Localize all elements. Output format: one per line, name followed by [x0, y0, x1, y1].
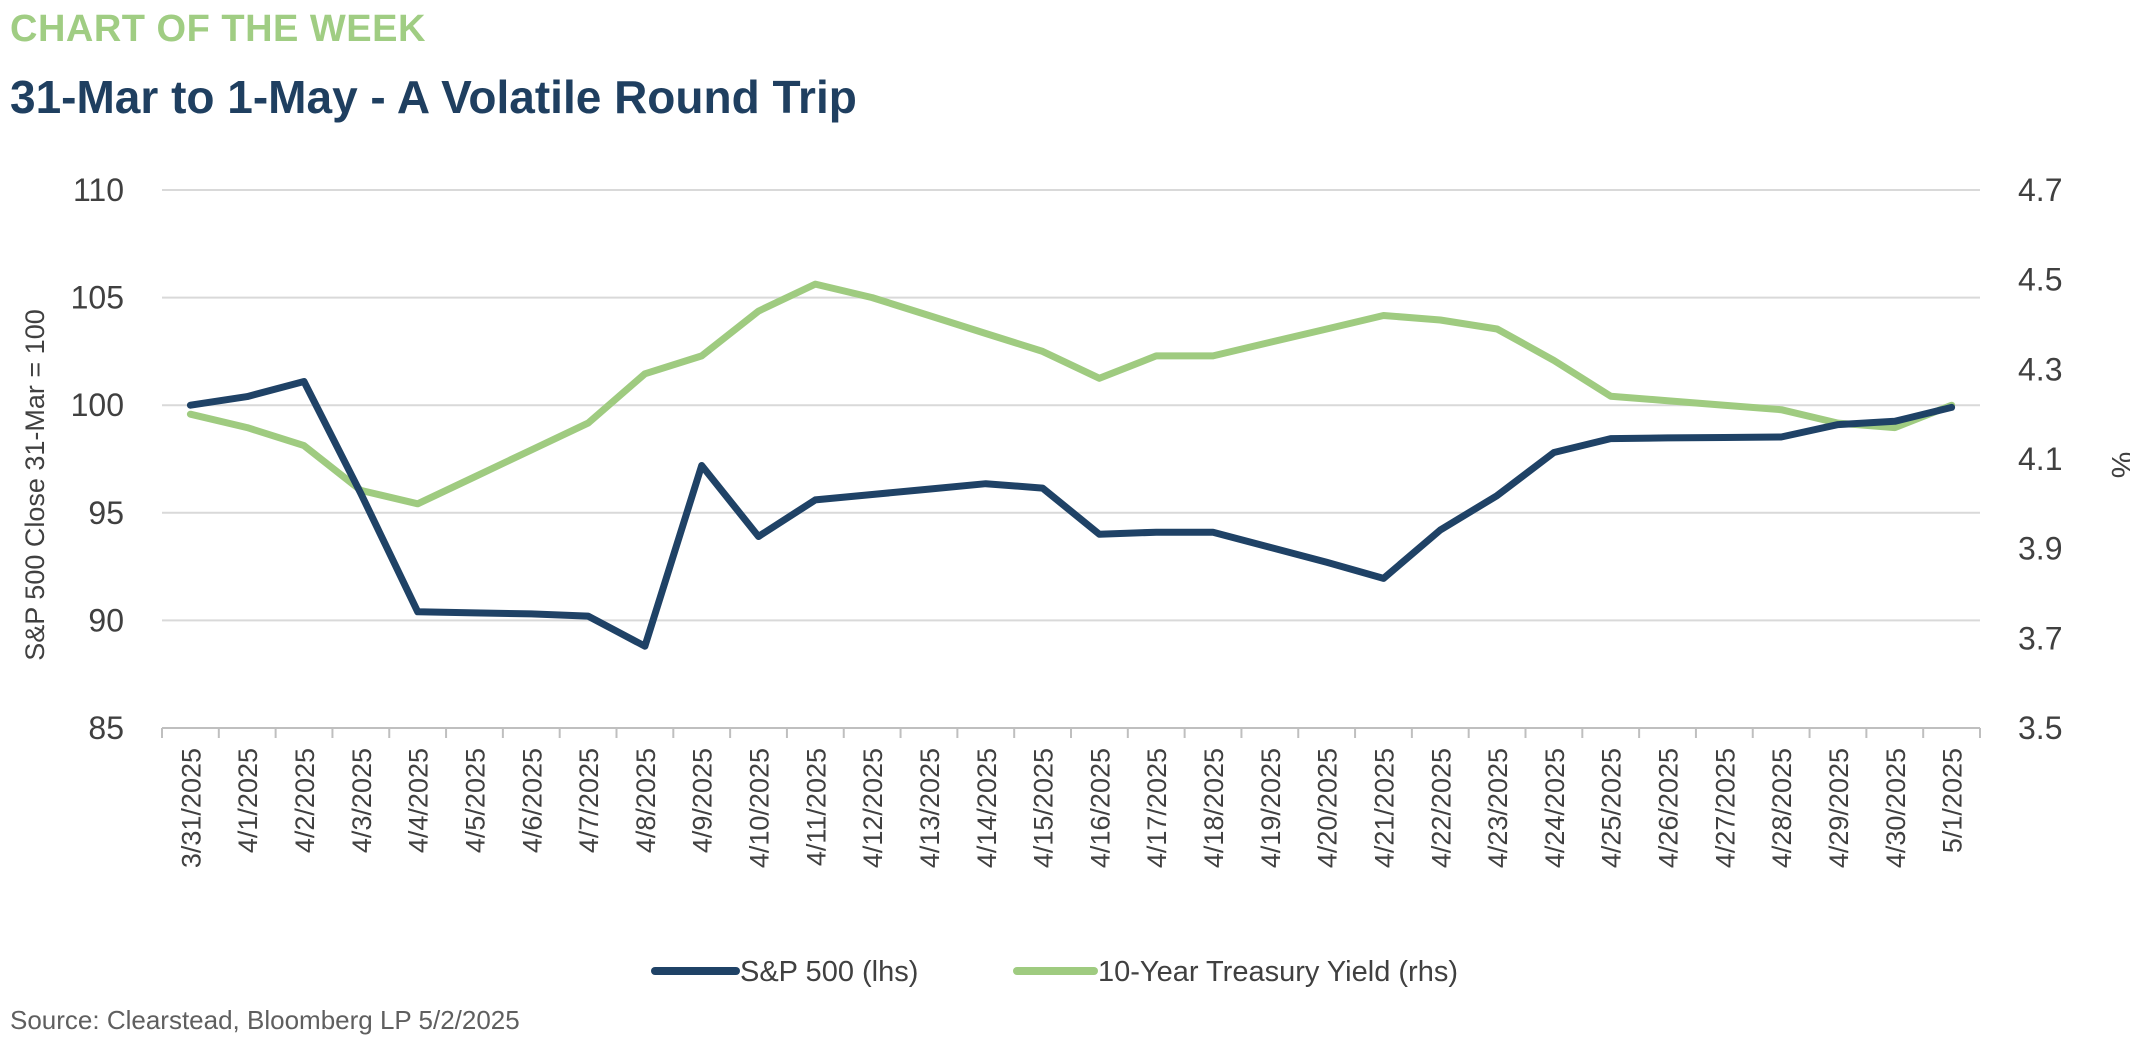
x-tick-label: 4/5/2025: [460, 748, 490, 853]
x-tick-label: 4/1/2025: [233, 748, 263, 853]
x-tick-label: 3/31/2025: [176, 748, 206, 868]
x-tick-label: 4/25/2025: [1597, 748, 1627, 868]
x-tick-label: 4/23/2025: [1483, 748, 1513, 868]
x-tick-label: 4/12/2025: [858, 748, 888, 868]
series-line-sp500: [186, 378, 1956, 650]
left-axis-ticks: 85 90 95 100 105 110: [71, 172, 124, 746]
x-tick-label: 4/16/2025: [1085, 748, 1115, 868]
legend-label-sp500: S&P 500 (lhs): [740, 956, 918, 988]
x-tick-label: 4/7/2025: [574, 748, 604, 853]
right-tick-label: 3.9: [2018, 531, 2062, 567]
x-tick-label: 4/27/2025: [1710, 748, 1740, 868]
legend-label-treasury: 10-Year Treasury Yield (rhs): [1098, 956, 1458, 988]
x-tick-label: 4/17/2025: [1142, 748, 1172, 868]
x-tick-label: 4/14/2025: [972, 748, 1002, 868]
x-tick-label: 4/28/2025: [1767, 748, 1797, 868]
x-tick-label: 4/29/2025: [1824, 748, 1854, 868]
chart-area: 85 90 95 100 105 110 3.5 3.7 3.9 4.1 4.3 4.5 4.7 3/…: [20, 172, 2130, 988]
left-tick-label: 95: [88, 495, 124, 531]
right-tick-label: 4.5: [2018, 262, 2062, 298]
right-tick-label: 3.5: [2018, 710, 2062, 746]
x-tick-label: 4/2/2025: [290, 748, 320, 853]
x-tick-label: 4/8/2025: [631, 748, 661, 853]
left-tick-label: 90: [88, 602, 124, 638]
series-lines: [186, 280, 1956, 650]
left-axis-label: S&P 500 Close 31-Mar = 100: [20, 309, 50, 660]
right-axis-ticks: 3.5 3.7 3.9 4.1 4.3 4.5 4.7: [2018, 172, 2062, 746]
x-tick-label: 4/6/2025: [517, 748, 547, 853]
right-tick-label: 4.7: [2018, 172, 2062, 208]
x-axis-ticks: 3/31/2025 4/1/2025 4/2/2025 4/3/2025 4/4/202…: [161, 728, 1981, 868]
x-tick-label: 4/13/2025: [915, 748, 945, 868]
x-tick-label: 5/1/2025: [1938, 748, 1968, 853]
left-tick-label: 110: [73, 172, 124, 208]
series-line-treasury: [186, 280, 1956, 508]
source-note: Source: Clearstead, Bloomberg LP 5/2/202…: [10, 1005, 520, 1035]
x-tick-label: 4/15/2025: [1029, 748, 1059, 868]
x-tick-label: 4/19/2025: [1256, 748, 1286, 868]
x-tick-label: 4/30/2025: [1881, 748, 1911, 868]
chart-kicker: CHART OF THE WEEK: [10, 8, 426, 50]
x-tick-label: 4/26/2025: [1654, 748, 1684, 868]
right-tick-label: 4.3: [2018, 351, 2062, 387]
x-tick-label: 4/18/2025: [1199, 748, 1229, 868]
chart-title: 31-Mar to 1-May - A Volatile Round Trip: [10, 71, 857, 123]
gridlines: [162, 189, 1980, 729]
x-tick-label: 4/20/2025: [1313, 748, 1343, 868]
right-tick-label: 4.1: [2018, 441, 2062, 477]
right-tick-label: 3.7: [2018, 620, 2062, 656]
x-tick-label: 4/3/2025: [347, 748, 377, 853]
x-tick-label: 4/22/2025: [1426, 748, 1456, 868]
right-axis-label: %: [2105, 452, 2130, 479]
left-tick-label: 100: [71, 387, 124, 423]
x-tick-label: 4/24/2025: [1540, 748, 1570, 868]
x-tick-label: 4/10/2025: [745, 748, 775, 868]
x-tick-label: 4/9/2025: [688, 748, 718, 853]
x-tick-label: 4/21/2025: [1369, 748, 1399, 868]
left-tick-label: 85: [88, 710, 124, 746]
legend: S&P 500 (lhs) 10-Year Treasury Yield (rh…: [651, 956, 1458, 988]
x-tick-label: 4/11/2025: [801, 748, 831, 866]
left-tick-label: 105: [71, 280, 124, 316]
x-tick-label: 4/4/2025: [404, 748, 434, 853]
